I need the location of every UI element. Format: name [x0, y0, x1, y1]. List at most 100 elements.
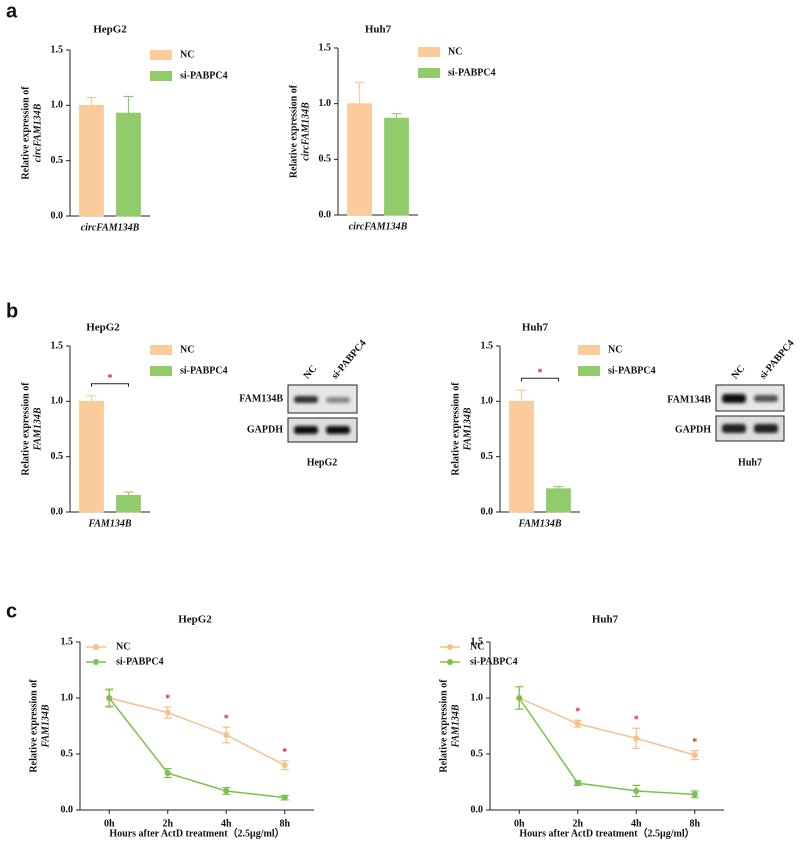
point — [574, 780, 581, 787]
legend-swatch — [418, 68, 440, 78]
bar — [509, 400, 534, 513]
row-label: GAPDH — [675, 424, 711, 435]
bar — [116, 112, 141, 217]
y-axis-label: Relative expression of — [288, 84, 299, 178]
point — [691, 791, 698, 798]
y-tick-label: 0.0 — [471, 804, 484, 815]
x-tick-label: 8h — [689, 818, 700, 829]
y-axis-label: FAM134B — [450, 704, 461, 748]
y-tick-label: 1.0 — [61, 692, 74, 703]
legend-swatch — [447, 659, 453, 665]
y-tick-label: 1.0 — [51, 396, 64, 407]
blot-caption: HepG2 — [307, 457, 338, 468]
x-tick-label: 2h — [162, 818, 173, 829]
lane-label: si-PABPC4 — [330, 338, 369, 382]
point — [223, 731, 230, 738]
x-tick-label: circFAM134B — [81, 222, 140, 233]
row-label: FAM134B — [239, 393, 283, 404]
y-tick-label: 0.5 — [319, 154, 332, 165]
line — [108, 697, 285, 799]
y-tick-label: 1.5 — [51, 44, 64, 55]
legend-label: si-PABPC4 — [180, 365, 228, 376]
y-tick-label: 1.5 — [61, 636, 74, 647]
y-tick-label: 0.5 — [481, 451, 494, 462]
band — [754, 395, 778, 402]
significance-star: * — [538, 368, 543, 379]
legend-label: NC — [608, 344, 622, 355]
band — [294, 426, 318, 434]
point — [574, 720, 581, 727]
chart-title: HepG2 — [86, 322, 120, 334]
significance-bracket — [91, 383, 129, 387]
error-bar — [354, 81, 365, 104]
band — [326, 426, 350, 434]
panel-label: c — [6, 600, 17, 622]
legend-label: NC — [180, 49, 194, 60]
legend-label: si-PABPC4 — [448, 67, 496, 78]
point — [516, 695, 523, 701]
y-axis-label: circFAM134B — [300, 102, 311, 161]
point — [164, 709, 171, 716]
lane-label: NC — [302, 363, 320, 381]
bar — [116, 494, 141, 513]
band — [294, 396, 318, 403]
legend-swatch — [447, 644, 453, 650]
chart-title: Huh7 — [365, 24, 392, 36]
legend-swatch — [578, 366, 600, 376]
significance-star: * — [634, 715, 639, 726]
error-bar — [391, 113, 402, 119]
blot-caption: Huh7 — [738, 457, 762, 468]
chart-title: Huh7 — [592, 614, 619, 626]
error-bar — [86, 395, 97, 402]
error-bar — [86, 96, 97, 106]
error-bar — [553, 485, 564, 489]
chart-title: HepG2 — [93, 24, 127, 36]
x-tick-label: 8h — [279, 818, 290, 829]
y-tick-label: 1.5 — [51, 340, 64, 351]
western-blot: NC si-PABPC4 FAM134B GAPDH HepG2 — [239, 338, 368, 468]
y-tick-label: 1.5 — [471, 636, 484, 647]
y-axis-label: Relative expression of — [20, 382, 31, 476]
point — [223, 787, 230, 794]
significance-star: * — [282, 747, 287, 758]
y-axis-label: FAM134B — [40, 704, 51, 748]
y-axis-label: FAM134B — [32, 407, 43, 451]
y-axis-label: Relative expression of — [20, 86, 31, 180]
legend-swatch — [418, 47, 440, 57]
y-tick-label: 1.0 — [481, 396, 494, 407]
error-bar — [516, 389, 527, 402]
line — [518, 697, 695, 796]
legend-swatch — [150, 345, 172, 355]
y-tick-label: 0.0 — [61, 804, 74, 815]
band — [326, 397, 350, 403]
legend-swatch — [93, 659, 99, 665]
x-tick-label: 0h — [104, 818, 115, 829]
error-bar — [123, 491, 134, 496]
legend-label: NC — [448, 46, 462, 57]
band — [722, 424, 746, 433]
bar — [79, 400, 104, 513]
y-axis-label: Relative expression of — [28, 679, 39, 773]
legend-label: NC — [180, 344, 194, 355]
row-label: GAPDH — [247, 424, 283, 435]
y-tick-label: 1.0 — [471, 692, 484, 703]
significance-star: * — [692, 737, 697, 748]
significance-star: * — [575, 707, 580, 718]
y-axis-label: Relative expression of — [438, 679, 449, 773]
legend-label: si-PABPC4 — [470, 656, 518, 667]
x-tick-label: 4h — [631, 818, 642, 829]
legend-swatch — [93, 644, 99, 650]
panel-label: a — [6, 0, 18, 22]
error-bar — [123, 95, 134, 114]
legend-swatch — [150, 71, 172, 81]
line — [518, 697, 695, 756]
point — [633, 735, 640, 742]
y-axis-label: FAM134B — [462, 407, 473, 451]
x-axis-label: Hours after ActD treatment（2.5μg/ml） — [109, 826, 284, 839]
legend-label: si-PABPC4 — [608, 365, 656, 376]
